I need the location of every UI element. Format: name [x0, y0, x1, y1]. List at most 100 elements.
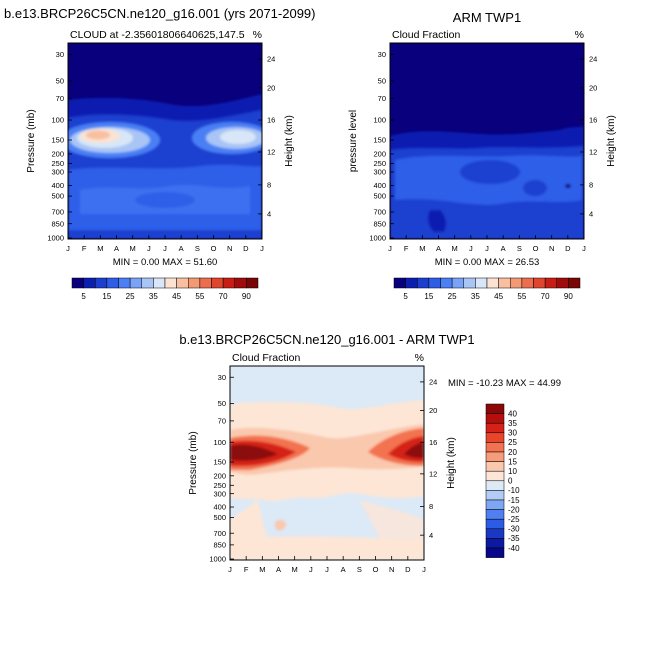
model-ytick-label: 70 — [56, 94, 64, 103]
obs-ytick-label: 150 — [373, 136, 386, 145]
diff-colorbar-label: -15 — [508, 496, 520, 505]
obs-colorbar-label: 55 — [517, 292, 526, 301]
obs-ytick-label: 70 — [378, 94, 386, 103]
model-colorbar-swatch — [234, 277, 247, 289]
obs-colorbar-label: 35 — [471, 292, 480, 301]
obs-xtick-label: J — [388, 244, 392, 253]
diff-colorbar-label: -40 — [508, 544, 520, 553]
diff-colorbar-label: 30 — [508, 429, 517, 438]
obs-colorbar-swatch — [568, 277, 581, 289]
model-xtick-label: F — [82, 244, 87, 253]
obs-ytick-label: 700 — [373, 208, 386, 217]
diff-colorbar-label: -30 — [508, 525, 520, 534]
diff-ytick-label: 200 — [213, 471, 226, 480]
obs-xtick-label: S — [517, 244, 522, 253]
model-colorbar-swatch — [106, 277, 119, 289]
obs-colorbar-swatch — [510, 277, 523, 289]
diff-xtick-label: A — [276, 565, 281, 574]
obs-colorbar-label: 5 — [403, 292, 408, 301]
diff-y2tick-label: 24 — [429, 378, 437, 387]
model-minmax: MIN = 0.00 MAX = 51.60 — [113, 257, 218, 268]
diff-colorbar-swatch — [485, 413, 505, 424]
diff-ytick-label: 1000 — [209, 555, 226, 564]
obs-ytick-label: 200 — [373, 150, 386, 159]
diff-y2tick-label: 4 — [429, 531, 433, 540]
model-y2tick-label: 24 — [267, 55, 275, 64]
diff-colorbar-swatch — [485, 499, 505, 510]
obs-colorbar-label: 45 — [494, 292, 503, 301]
diff-y2label: Height (km) — [446, 437, 457, 489]
model-y2tick-label: 12 — [267, 148, 275, 157]
model-colorbar-swatch — [95, 277, 108, 289]
obs-colorbar-label: 15 — [424, 292, 433, 301]
diff-y2tick-label: 12 — [429, 469, 437, 478]
panel-obs: ARM TWP1 Cloud Fraction % J F M A M J J A S O N D J 3… — [348, 10, 617, 301]
diff-colorbar-label: -35 — [508, 534, 520, 543]
diff-colorbar-swatch — [485, 470, 505, 482]
diff-y2tick-label: 20 — [429, 406, 437, 415]
diff-xtick-label: S — [357, 565, 362, 574]
obs-colorbar-swatch — [533, 277, 546, 289]
diff-colorbar-swatch — [485, 432, 505, 443]
obs-xtick-label: A — [436, 244, 441, 253]
diff-xtick-label: J — [309, 565, 313, 574]
model-colorbar-label: 70 — [219, 292, 228, 301]
obs-y2tick-label: 12 — [589, 148, 597, 157]
obs-colorbar-swatch — [417, 277, 430, 289]
model-xtick-label: J — [163, 244, 167, 253]
obs-ytick-label: 400 — [373, 181, 386, 190]
obs-y2label: Height (km) — [606, 115, 617, 167]
model-ytick-label: 1000 — [47, 234, 64, 243]
obs-right-label: % — [575, 29, 584, 41]
obs-xtick-label: O — [533, 244, 539, 253]
model-main-title: b.e13.BRCP26C5CN.ne120_g16.001 (yrs 2071… — [4, 6, 315, 21]
model-xtick-label: S — [195, 244, 200, 253]
model-colorbar-label: 90 — [242, 292, 251, 301]
obs-colorbar: 5 15 25 35 45 55 70 90 — [393, 277, 581, 301]
panel-diff: b.e13.BRCP26C5CN.ne120_g16.001 - ARM TWP… — [179, 332, 561, 574]
diff-colorbar-label: 10 — [508, 467, 517, 476]
diff-minmax: MIN = -10.23 MAX = 44.99 — [448, 378, 561, 389]
model-y2tick-label: 8 — [267, 181, 271, 190]
model-colorbar-swatch — [176, 277, 189, 289]
diff-xtick-label: M — [292, 565, 298, 574]
model-ytick-label: 850 — [51, 219, 64, 228]
diff-colorbar-swatch — [485, 461, 505, 472]
diff-colorbar-swatch — [485, 518, 505, 530]
diff-xtick-label: J — [228, 565, 232, 574]
diff-ytick-label: 500 — [213, 513, 226, 522]
diff-colorbar-swatch — [485, 538, 505, 549]
obs-colorbar-swatch — [544, 277, 557, 289]
diff-ytick-label: 400 — [213, 503, 226, 512]
diff-ytick-label: 100 — [213, 438, 226, 447]
diff-colorbar-swatch — [485, 528, 505, 539]
diff-ytick-label: 70 — [218, 417, 226, 426]
diff-xtick-label: M — [259, 565, 265, 574]
obs-xtick-label: F — [404, 244, 409, 253]
model-colorbar-swatch — [164, 277, 177, 289]
obs-ytick-label: 250 — [373, 159, 386, 168]
model-xtick-label: N — [227, 244, 232, 253]
model-colorbar: 5 15 25 35 45 55 70 90 — [71, 277, 259, 301]
model-colorbar-label: 55 — [195, 292, 204, 301]
obs-xtick-label: A — [501, 244, 506, 253]
diff-colorbar-label: 25 — [508, 438, 517, 447]
obs-left-label: Cloud Fraction — [392, 29, 460, 41]
diff-colorbar-swatch — [485, 547, 505, 558]
diff-xtick-label: D — [405, 565, 411, 574]
model-xtick-label: M — [97, 244, 103, 253]
obs-main-title: ARM TWP1 — [453, 10, 521, 25]
model-colorbar-swatch — [141, 277, 154, 289]
model-colorbar-swatch — [83, 277, 96, 289]
diff-colorbar-swatch — [485, 509, 505, 520]
diff-colorbar-swatch — [485, 442, 505, 453]
obs-colorbar-label: 70 — [541, 292, 550, 301]
model-ytick-label: 250 — [51, 159, 64, 168]
obs-colorbar-swatch — [486, 277, 499, 289]
diff-ylabel: Pressure (mb) — [188, 431, 199, 494]
obs-ytick-label: 1000 — [369, 234, 386, 243]
diff-ytick-label: 50 — [218, 399, 226, 408]
model-ytick-label: 200 — [51, 150, 64, 159]
obs-ylabel: pressure level — [348, 110, 359, 172]
